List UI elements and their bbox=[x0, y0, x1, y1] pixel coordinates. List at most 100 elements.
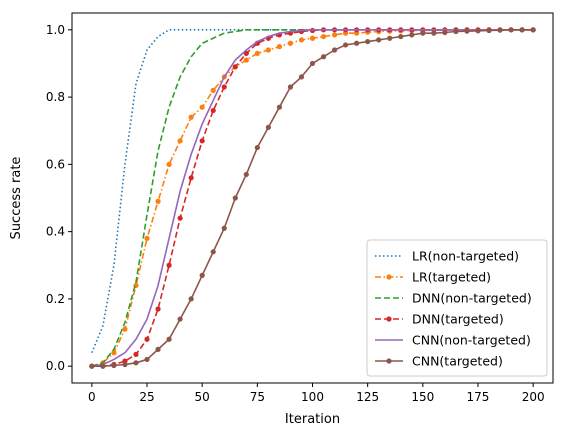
data-point bbox=[89, 363, 95, 369]
legend-box bbox=[366, 239, 548, 377]
data-point bbox=[155, 198, 161, 204]
x-tick-label: 200 bbox=[522, 390, 545, 404]
y-tick-label: 0.6 bbox=[46, 157, 65, 171]
data-point bbox=[199, 138, 205, 144]
data-point bbox=[133, 351, 139, 358]
data-point bbox=[177, 138, 183, 144]
data-point bbox=[331, 32, 338, 38]
data-point bbox=[276, 44, 283, 50]
data-point bbox=[111, 350, 117, 356]
data-point bbox=[354, 40, 360, 46]
data-point bbox=[376, 37, 382, 43]
data-point bbox=[100, 363, 106, 369]
data-point bbox=[309, 35, 316, 41]
series-line bbox=[91, 29, 534, 354]
data-point bbox=[342, 42, 349, 48]
data-point bbox=[210, 249, 216, 255]
legend-label: LR(non-targeted) bbox=[412, 249, 519, 264]
series-4 bbox=[91, 29, 534, 367]
data-point bbox=[188, 175, 194, 181]
data-point bbox=[166, 262, 172, 268]
data-point bbox=[177, 215, 183, 221]
x-tick-label: 125 bbox=[356, 390, 379, 404]
data-point bbox=[221, 84, 227, 90]
data-point bbox=[144, 356, 150, 363]
data-point bbox=[122, 361, 128, 368]
legend-label: CNN(non-targeted) bbox=[412, 333, 531, 348]
series-line bbox=[91, 29, 534, 367]
data-point bbox=[166, 161, 172, 167]
legend-label: CNN(targeted) bbox=[412, 354, 503, 369]
data-point bbox=[210, 87, 216, 93]
data-point bbox=[254, 50, 260, 56]
data-point bbox=[508, 27, 514, 33]
data-point bbox=[475, 28, 481, 34]
x-tick-label: 75 bbox=[250, 390, 265, 404]
legend-marker bbox=[386, 316, 392, 322]
data-point bbox=[320, 54, 327, 60]
y-axis-label: Success rate bbox=[9, 157, 24, 240]
data-point bbox=[398, 33, 404, 40]
data-point bbox=[243, 171, 249, 178]
legend-marker bbox=[386, 274, 392, 280]
legend-label: DNN(non-targeted) bbox=[412, 291, 532, 306]
data-point bbox=[265, 124, 271, 130]
y-tick-label: 0.2 bbox=[46, 292, 65, 306]
y-tick-label: 0.4 bbox=[46, 225, 65, 239]
data-point bbox=[199, 272, 205, 278]
data-point bbox=[133, 360, 139, 366]
x-tick-label: 0 bbox=[88, 390, 96, 404]
y-axis-ticks: 0.0 0.2 0.4 0.6 0.8 1.0 bbox=[46, 23, 72, 373]
data-point bbox=[409, 32, 415, 38]
data-point bbox=[155, 306, 161, 312]
data-point bbox=[177, 316, 183, 322]
data-point bbox=[276, 104, 283, 110]
legend-item: CNN(targeted) bbox=[375, 354, 503, 369]
data-point bbox=[442, 29, 448, 36]
legend-item: CNN(non-targeted) bbox=[375, 333, 531, 348]
series-5 bbox=[89, 27, 536, 369]
data-point bbox=[243, 57, 249, 63]
data-point bbox=[530, 27, 536, 33]
data-point bbox=[309, 60, 316, 67]
plot-lines bbox=[89, 27, 536, 369]
series-0 bbox=[91, 29, 534, 354]
x-axis-label: Iteration bbox=[285, 412, 340, 427]
data-point bbox=[387, 35, 393, 41]
legend: LR(non-targeted) LR(targeted) DNN(non-targ… bbox=[366, 239, 548, 377]
series-2 bbox=[91, 29, 534, 367]
legend-label: DNN(targeted) bbox=[412, 312, 504, 327]
x-tick-label: 50 bbox=[195, 390, 210, 404]
data-point bbox=[144, 336, 150, 342]
data-point bbox=[155, 346, 161, 352]
y-tick-label: 1.0 bbox=[46, 23, 65, 37]
data-point bbox=[232, 64, 238, 70]
data-point bbox=[497, 27, 503, 33]
legend-label: LR(targeted) bbox=[412, 270, 491, 285]
legend-item: DNN(non-targeted) bbox=[375, 291, 532, 306]
data-point bbox=[188, 296, 194, 302]
data-point bbox=[287, 40, 294, 46]
legend-item: LR(targeted) bbox=[375, 270, 491, 285]
x-tick-label: 100 bbox=[301, 390, 324, 404]
y-tick-label: 0.8 bbox=[46, 90, 65, 104]
data-point bbox=[431, 30, 437, 36]
data-point bbox=[122, 326, 128, 332]
data-point bbox=[331, 47, 338, 53]
data-point bbox=[486, 27, 492, 34]
data-point bbox=[232, 195, 238, 201]
data-point bbox=[420, 30, 426, 36]
data-point bbox=[320, 33, 327, 40]
data-point bbox=[111, 362, 117, 369]
x-axis-ticks: 0 25 50 75 100 125 150 175 200 bbox=[88, 383, 545, 404]
data-point bbox=[365, 38, 371, 45]
series-line bbox=[91, 29, 534, 367]
data-point bbox=[144, 235, 150, 241]
y-tick-label: 0.0 bbox=[46, 359, 65, 373]
data-point bbox=[519, 27, 525, 33]
legend-marker bbox=[386, 358, 392, 364]
legend-item: DNN(targeted) bbox=[375, 312, 504, 327]
data-point bbox=[254, 144, 260, 151]
data-point bbox=[298, 37, 305, 43]
